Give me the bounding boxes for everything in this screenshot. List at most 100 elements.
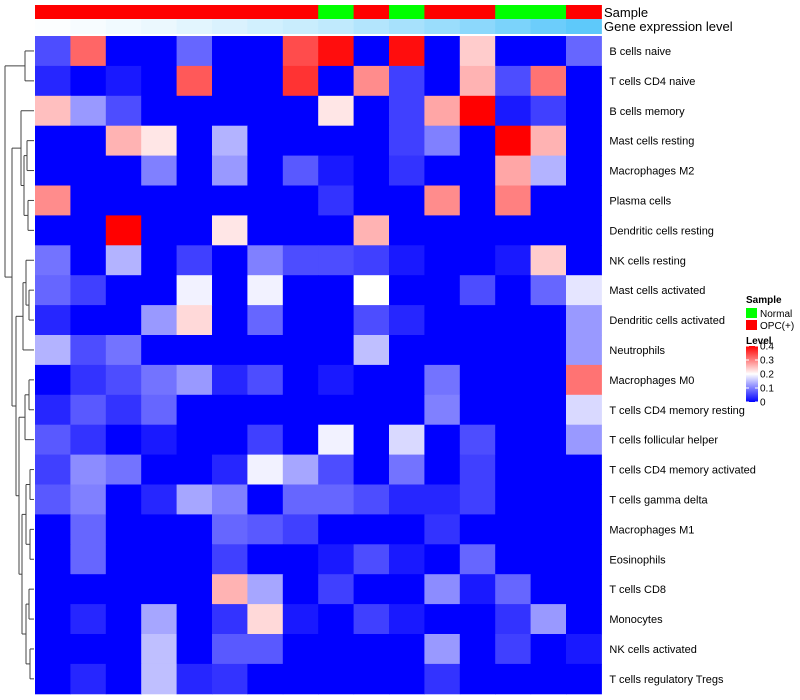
heatmap-cell [247, 424, 284, 456]
heatmap-cell [495, 245, 532, 276]
heatmap-cell [389, 454, 425, 485]
legend-sample-label: OPC(+) [760, 321, 794, 332]
heatmap-cell [247, 215, 284, 246]
heatmap-cell [495, 275, 532, 306]
row-label: Eosinophils [609, 554, 666, 566]
heatmap-cell [247, 185, 284, 216]
heatmap-cell [495, 544, 532, 575]
heatmap-cell [389, 305, 425, 336]
heatmap-cell [495, 424, 532, 456]
heatmap-cell [141, 454, 178, 485]
heatmap-cell [282, 514, 319, 545]
heatmap-cell [389, 574, 425, 605]
row-label: Macrophages M0 [609, 375, 694, 387]
heatmap-cell [70, 275, 107, 306]
gene-expression-annotation-cell [212, 19, 248, 34]
heatmap-cell [530, 185, 567, 216]
row-dendrogram [4, 50, 34, 680]
heatmap-cell [141, 663, 178, 695]
heatmap-cell [459, 245, 496, 276]
sample-annotation-cell [424, 5, 461, 19]
heatmap-cell [176, 454, 213, 485]
heatmap-cell [389, 185, 425, 216]
heatmap-cell [530, 95, 567, 127]
gene-expression-annotation-cell [141, 19, 178, 34]
heatmap-cell [530, 245, 567, 276]
heatmap-cell [247, 663, 284, 695]
gene-expression-annotation-cell [282, 19, 319, 34]
heatmap-cell [530, 663, 567, 695]
heatmap-cell [282, 394, 319, 426]
heatmap-cell [495, 95, 532, 127]
heatmap-cell [105, 604, 142, 635]
heatmap-cell [35, 95, 71, 127]
heatmap-cell [176, 215, 213, 246]
heatmap-cell [459, 394, 496, 426]
heatmap-cell [212, 574, 248, 605]
sample-annotation-cell [212, 5, 248, 19]
row-label: B cells naive [609, 46, 671, 58]
heatmap-cell [459, 275, 496, 306]
heatmap-cell [530, 544, 567, 575]
heatmap-cell [105, 215, 142, 246]
heatmap-cell [318, 185, 355, 216]
heatmap-cell [212, 604, 248, 635]
heatmap-cell [389, 245, 425, 276]
gene-expression-annotation-cell [176, 19, 213, 34]
heatmap-cell [353, 634, 390, 665]
heatmap-cell [495, 155, 532, 186]
heatmap-cell [318, 95, 355, 127]
gene-expression-annotation-cell [353, 19, 390, 34]
heatmap-cell [389, 634, 425, 665]
heatmap-cell [282, 36, 319, 67]
heatmap-cell [530, 155, 567, 186]
heatmap-cell [247, 65, 284, 97]
heatmap-cell [495, 574, 532, 605]
heatmap-cell [353, 36, 390, 67]
heatmap-cell [247, 335, 284, 366]
heatmap-cell [566, 454, 602, 485]
heatmap-cell [566, 95, 602, 127]
heatmap-cell [318, 36, 355, 67]
heatmap-cell [105, 335, 142, 366]
heatmap-cell [318, 544, 355, 575]
heatmap-cell [566, 604, 602, 635]
heatmap-cell [212, 514, 248, 545]
heatmap-cell [459, 574, 496, 605]
heatmap-cell [353, 305, 390, 336]
heatmap-cell [176, 95, 213, 127]
heatmap-cell [105, 394, 142, 426]
heatmap-cell [495, 604, 532, 635]
heatmap-cell [282, 364, 319, 396]
heatmap-cell [212, 634, 248, 665]
heatmap-cell [424, 95, 461, 127]
heatmap-cell [176, 65, 213, 97]
heatmap-cell [353, 95, 390, 127]
heatmap-cell [318, 335, 355, 366]
row-label: Neutrophils [609, 345, 665, 357]
heatmap-cell [495, 36, 532, 67]
heatmap-cell [35, 574, 71, 605]
heatmap-cell [495, 663, 532, 695]
heatmap-cell [282, 484, 319, 515]
heatmap-cell [424, 65, 461, 97]
heatmap-cell [70, 125, 107, 157]
heatmap-cell [247, 514, 284, 545]
gene-expression-annotation-cell [459, 19, 496, 34]
heatmap-cell [70, 305, 107, 336]
heatmap-cell [566, 544, 602, 575]
heatmap-cell [105, 155, 142, 186]
heatmap-cell [318, 663, 355, 695]
heatmap-cell [70, 394, 107, 426]
heatmap-cell [495, 634, 532, 665]
gene-expression-annotation-cell [247, 19, 284, 34]
row-labels: B cells naive T cells CD4 naive B cells me… [609, 46, 756, 686]
heatmap-cell [353, 574, 390, 605]
heatmap-cell [212, 484, 248, 515]
heatmap-cell [389, 335, 425, 366]
heatmap-cell [389, 155, 425, 186]
row-label: NK cells resting [609, 255, 685, 267]
heatmap-cell [459, 484, 496, 515]
